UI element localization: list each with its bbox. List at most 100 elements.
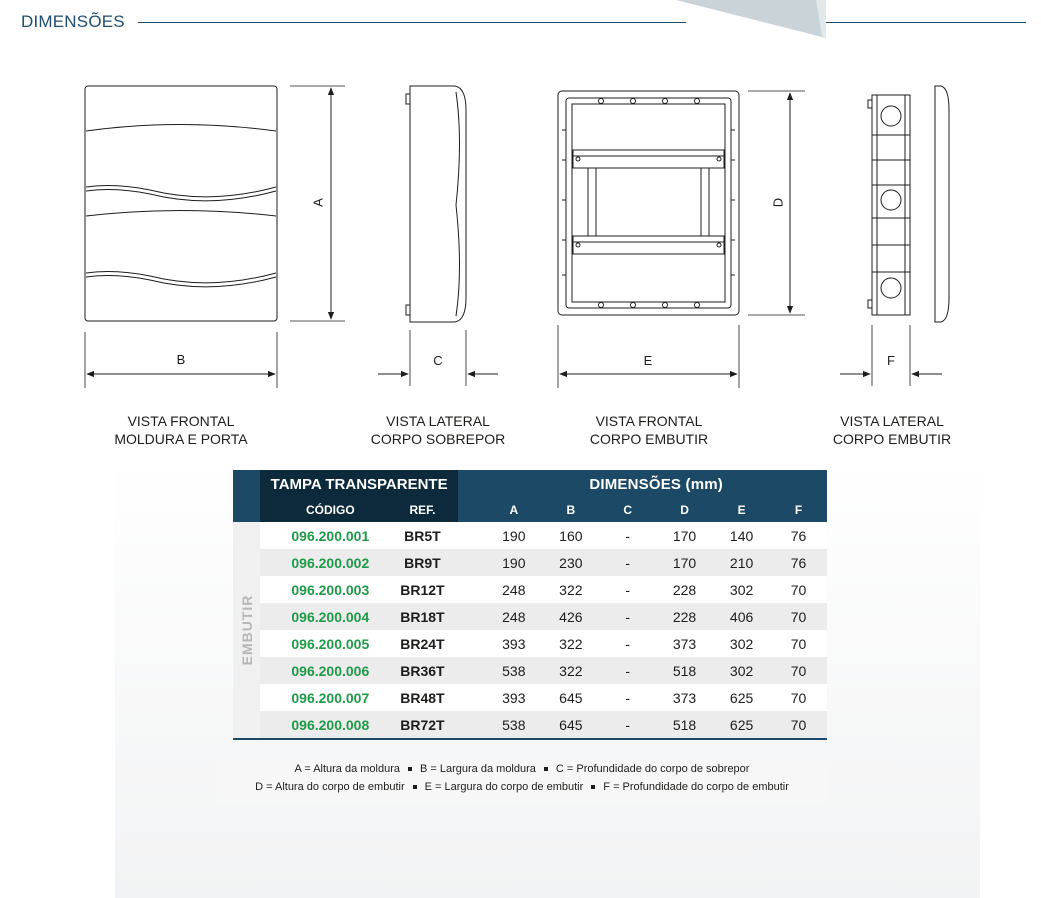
row-spacer <box>458 711 486 739</box>
row-spacer <box>458 603 486 630</box>
dimension-c-cell: - <box>599 549 657 576</box>
dimension-d-cell: 373 <box>656 684 714 711</box>
row-spacer <box>260 684 274 711</box>
dimension-e-cell: 625 <box>713 711 771 739</box>
dimension-a-cell: 190 <box>485 549 543 576</box>
table-row: 096.200.005 BR24T 393 322-373 302 70 <box>233 630 827 657</box>
dimension-label-e: E <box>643 353 653 368</box>
dimension-e-cell: 302 <box>713 576 771 603</box>
dimension-label-b: B <box>176 352 186 367</box>
header-cell-dark <box>260 498 274 522</box>
row-spacer <box>260 522 274 549</box>
row-spacer <box>458 549 486 576</box>
header-rule-left <box>138 22 686 23</box>
table-row: EMBUTIR 096.200.001 BR5T 190 160-170 140 76 <box>233 522 827 739</box>
bullet-separator-icon <box>591 785 596 790</box>
bullet-separator-icon <box>412 785 417 790</box>
dimension-a-cell: 248 <box>485 576 543 603</box>
table-group-title: TAMPA TRANSPARENTE <box>270 475 448 493</box>
view-caption-line: CORPO SOBREPOR <box>370 431 506 447</box>
column-header-a: A <box>485 498 543 522</box>
row-spacer <box>260 630 274 657</box>
dimension-f-cell: 70 <box>770 603 827 630</box>
dimension-e-cell: 302 <box>713 657 771 684</box>
product-ref-cell: BR24T <box>386 630 459 657</box>
dimension-d-cell: 228 <box>656 576 714 603</box>
view-caption-line: CORPO EMBUTIR <box>589 431 709 447</box>
dimension-c-cell: - <box>599 711 657 739</box>
legend-item-c: C = Profundidade do corpo de sobrepor <box>555 763 750 775</box>
dimension-c-cell: - <box>599 522 657 549</box>
view-caption-front-flush: VISTA FRONTAL CORPO EMBUTIR <box>559 412 739 448</box>
dimension-e-cell: 302 <box>713 630 771 657</box>
dimension-b-cell: 645 <box>542 711 600 739</box>
dimension-b-cell: 160 <box>542 522 600 549</box>
product-code-cell: 096.200.004 <box>273 603 387 630</box>
legend-item-b: B = Largura da moldura <box>420 763 536 775</box>
product-code-cell: 096.200.008 <box>273 711 387 739</box>
product-code-cell: 096.200.007 <box>273 684 387 711</box>
column-header-e: E <box>713 498 771 522</box>
table-dims-title: DIMENSÕES (mm) <box>485 470 827 498</box>
dimension-e-cell: 210 <box>713 549 771 576</box>
dimension-d-cell: 170 <box>656 549 714 576</box>
product-ref-cell: BR5T <box>386 522 459 549</box>
product-ref-cell: BR18T <box>386 603 459 630</box>
dimension-e-cell: 625 <box>713 684 771 711</box>
dimension-c-cell: - <box>599 603 657 630</box>
dimension-a-cell: 538 <box>485 711 543 739</box>
dimensions-table: TAMPA TRANSPARENTE DIMENSÕES (mm) CÓDIGO… <box>233 470 827 741</box>
product-ref-cell: BR12T <box>386 576 459 603</box>
product-ref-cell: BR9T <box>386 549 459 576</box>
view-caption-line: VISTA LATERAL <box>840 413 944 429</box>
dimension-label-f: F <box>887 353 895 368</box>
header-cell-dark: TAMPA TRANSPARENTE <box>260 470 459 498</box>
row-spacer <box>458 684 486 711</box>
dimension-label-c: C <box>433 353 443 368</box>
product-ref-cell: BR72T <box>386 711 459 739</box>
header-rule-right <box>826 22 1026 23</box>
dimension-d-cell: 228 <box>656 603 714 630</box>
column-header-code: CÓDIGO <box>273 498 387 522</box>
row-spacer <box>458 657 486 684</box>
dimension-b-cell: 322 <box>542 630 600 657</box>
header-decoration <box>676 0 826 38</box>
header-spacer <box>458 470 486 498</box>
view-caption-front-frame: VISTA FRONTAL MOLDURA E PORTA <box>91 412 271 448</box>
technical-drawings <box>84 85 950 388</box>
dimension-c-cell: - <box>599 576 657 603</box>
dimension-f-cell: 76 <box>770 549 827 576</box>
column-header-c: C <box>599 498 657 522</box>
product-ref-cell: BR36T <box>386 657 459 684</box>
legend-item-e: E = Largura do corpo de embutir <box>424 781 584 793</box>
dimension-label-d: D <box>770 197 786 208</box>
column-header-f: F <box>770 498 827 522</box>
view-caption-line: VISTA FRONTAL <box>595 413 703 429</box>
view-caption-side-flush: VISTA LATERAL CORPO EMBUTIR <box>802 412 982 448</box>
dimensions-legend: A = Altura da moldura B = Largura da mold… <box>216 758 828 802</box>
bullet-separator-icon <box>543 767 548 772</box>
column-header-ref: REF. <box>386 498 459 522</box>
side-category-label: EMBUTIR <box>238 594 255 666</box>
column-header-d: D <box>656 498 714 522</box>
dimension-f-cell: 70 <box>770 630 827 657</box>
table-row: 096.200.004 BR18T 248 426-228 406 70 <box>233 603 827 630</box>
dimension-d-cell: 170 <box>656 522 714 549</box>
dimension-c-cell: - <box>599 684 657 711</box>
product-code-cell: 096.200.003 <box>273 576 387 603</box>
dimension-f-cell: 70 <box>770 711 827 739</box>
side-category-cell: EMBUTIR <box>233 522 261 739</box>
dimension-a-cell: 190 <box>485 522 543 549</box>
dimension-a-cell: 393 <box>485 684 543 711</box>
row-spacer <box>458 576 486 603</box>
dimension-e-cell: 140 <box>713 522 771 549</box>
row-spacer <box>458 630 486 657</box>
section-title: DIMENSÕES <box>21 12 125 31</box>
row-spacer <box>458 522 486 549</box>
legend-item-a: A = Altura da moldura <box>294 763 401 775</box>
product-code-cell: 096.200.006 <box>273 657 387 684</box>
table-bottom-rule <box>233 738 827 741</box>
dimension-f-cell: 76 <box>770 522 827 549</box>
side-view-flush-body <box>840 85 950 386</box>
header-corner <box>233 498 261 522</box>
